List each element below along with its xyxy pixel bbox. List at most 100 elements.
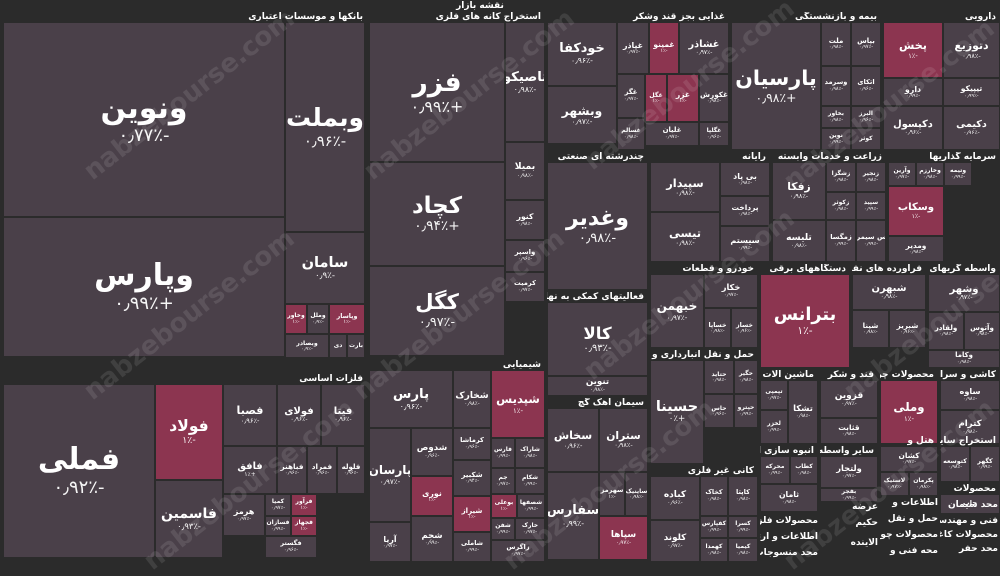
treemap-cell[interactable]: وبملت -۰٫۹۶٪ (285, 22, 365, 232)
treemap-cell[interactable]: جم -۰٫۹۷٪ (491, 468, 515, 494)
treemap-cell[interactable]: اتکای -۰٫۹۶٪ (851, 66, 881, 106)
treemap-cell[interactable]: فگستر -۰٫۹۶٪ (265, 536, 317, 558)
treemap-cell[interactable]: ملت -۰٫۹۸٪ (821, 22, 851, 66)
treemap-cell[interactable]: حگیر -۰٫۹۸٪ (734, 360, 758, 394)
treemap-cell[interactable]: وآتوس -۰٫۹۸٪ (964, 312, 1000, 350)
treemap-cell[interactable]: کخاک -۰٫۹۸٪ (700, 476, 728, 516)
treemap-cell[interactable]: وبشهر -۰٫۹۷٪ (547, 86, 617, 144)
treemap-cell[interactable]: وسرمد -۰٫۹۸٪ (821, 66, 851, 106)
treemap-cell[interactable]: ومدیر -۰٫۹۸٪ (888, 236, 944, 262)
treemap-cell[interactable]: پارسیان +۰٫۹۸٪ (731, 22, 821, 150)
treemap-cell[interactable]: تیپیکو -۰٫۹۹٪ (943, 78, 1000, 106)
treemap-cell[interactable]: کیمیا -۰٫۹۸٪ (728, 538, 758, 562)
treemap-cell[interactable]: غزر -۱٪ (667, 74, 699, 122)
treemap-cell[interactable]: شخارک -۰٫۹۸٪ (453, 370, 491, 428)
treemap-cell[interactable]: شدوص -۰٫۹۶٪ (411, 428, 453, 476)
treemap-cell[interactable]: دتوزیع -۰٫۹۸٪ (943, 22, 1000, 78)
treemap-cell[interactable]: زکوثر -۰٫۹۸٪ (826, 192, 856, 220)
treemap-cell[interactable]: وبصادر -۰٫۹٪ (285, 334, 329, 358)
treemap-cell[interactable]: فرآور -۱٪ (291, 494, 317, 516)
treemap-cell[interactable]: کرماشا -۰٫۹۶٪ (453, 428, 491, 460)
treemap-cell[interactable]: البرز -۰٫۹۶٪ (851, 106, 881, 128)
treemap-cell[interactable]: سهرمز -۱٪ (599, 472, 625, 516)
treemap-cell[interactable]: ساینیک -۰٫۹۸٪ (625, 472, 648, 516)
treemap-cell[interactable]: تنوین -۰٫۹۸٪ (547, 376, 648, 396)
treemap-cell[interactable]: حسینا +۰٪ (650, 360, 704, 464)
treemap-cell[interactable]: دکیمی -۰٫۹۶٪ (943, 106, 1000, 150)
treemap-cell[interactable]: ولتجار -۰٫۹۷٪ (820, 456, 878, 488)
treemap-cell[interactable]: کشان -۰٫۹۷٪ (880, 446, 938, 472)
treemap-cell[interactable]: شکام -۰٫۹۹٪ (515, 468, 545, 494)
treemap-cell[interactable]: پارسان -۰٫۹۷٪ (369, 428, 411, 522)
treemap-cell[interactable]: دکپسول -۰٫۹۶٪ (883, 106, 943, 150)
treemap-cell[interactable]: سخاش -۰٫۹۶٪ (547, 408, 599, 472)
treemap-cell[interactable]: خساپا -۰٫۹۸٪ (704, 308, 731, 348)
treemap-cell[interactable]: سپاها -۰٫۹۷٪ (599, 516, 648, 560)
treemap-cell[interactable]: ونوین -۰٫۷۷٪ (3, 22, 285, 217)
treemap-cell[interactable]: خبهمن -۰٫۹۷٪ (650, 274, 704, 348)
treemap-cell[interactable]: کالا -۰٫۹۳٪ (547, 302, 648, 376)
treemap-cell[interactable]: فسازان -۰٫۹۹٪ (265, 516, 291, 536)
treemap-cell[interactable]: فولاد -۱٪ (155, 384, 223, 480)
treemap-cell[interactable]: فجهاز -۱٪ (291, 516, 317, 536)
treemap-cell[interactable]: حتاید -۰٫۹۸٪ (704, 360, 734, 394)
treemap-cell[interactable]: غگل -۱٪ (645, 74, 667, 122)
treemap-cell[interactable]: پکرمان -۰٫۹۸٪ (909, 472, 938, 496)
treemap-cell[interactable]: کچاد +۰٫۹۴٪ (369, 162, 505, 266)
treemap-cell[interactable]: وخاور -۱٪ (285, 304, 307, 334)
treemap-cell[interactable]: فارس -۰٫۹۹٪ (491, 438, 515, 468)
treemap-cell[interactable]: تشکا -۰٫۹۸٪ (788, 380, 818, 444)
treemap-cell[interactable]: بفجر -۰٫۹۹٪ (820, 488, 878, 502)
treemap-cell[interactable]: وملی -۱٪ (880, 380, 938, 444)
treemap-cell[interactable]: کگهر -۰٫۹۹٪ (970, 446, 1000, 482)
treemap-cell[interactable]: پارس -۰٫۹۶٪ (369, 370, 453, 428)
treemap-cell[interactable]: وپارس +۰٫۹۹٪ (3, 217, 285, 357)
treemap-cell[interactable]: کلوند -۰٫۹۷٪ (650, 520, 700, 562)
treemap-cell[interactable]: زمگسا -۰٫۹۹٪ (826, 220, 856, 262)
treemap-cell[interactable]: سفارس -۰٫۹۹٪ (547, 472, 599, 560)
treemap-cell[interactable]: سپید -۰٫۹۹٪ (856, 192, 886, 220)
treemap-cell[interactable]: غپاذر -۰٫۹۷٪ (617, 22, 649, 74)
treemap-cell[interactable]: زس سیمرغ-۰٫۹۹٪ (856, 220, 886, 262)
treemap-cell[interactable]: شپدیس -۱٪ (491, 370, 545, 438)
treemap-cell[interactable]: قزوین -۰٫۹۷٪ (820, 380, 878, 418)
treemap-cell[interactable]: فزر +۰٫۹۹٪ (369, 22, 505, 162)
treemap-cell[interactable]: حپترو -۰٫۹۹٪ (734, 394, 758, 428)
treemap-cell[interactable]: واسپر -۰٫۹۶٪ (505, 240, 545, 272)
treemap-cell[interactable]: شفن -۰٫۹۹٪ (491, 518, 515, 540)
treemap-cell[interactable]: محرکه -۰٫۹۹٪ (760, 456, 790, 484)
treemap-cell[interactable]: کنور -۰٫۹۸٪ (505, 200, 545, 240)
treemap-cell[interactable]: ولقادر -۰٫۹۸٪ (928, 312, 964, 350)
treemap-cell[interactable]: غگلپا -۰٫۹۶٪ (699, 122, 729, 146)
treemap-cell[interactable]: پخش -۱٪ (883, 22, 943, 78)
treemap-cell[interactable]: شبریز -۰٫۹۶٪ (889, 310, 926, 348)
treemap-cell[interactable]: شبهرن -۰٫۹۸٪ (852, 274, 926, 310)
treemap-cell[interactable]: کسرا -۰٫۹۹٪ (728, 516, 758, 538)
treemap-cell[interactable]: فمراد -۰٫۹۶٪ (307, 446, 337, 494)
treemap-cell[interactable]: فباهنر -۰٫۹۶٪ (277, 446, 307, 494)
treemap-cell[interactable]: وتیمه -۰٫۹۹٪ (944, 162, 972, 186)
treemap-cell[interactable]: غشاذر -۰٫۹۷٪ (679, 22, 729, 74)
treemap-cell[interactable]: بخاور -۰٫۹۸٪ (821, 106, 851, 128)
treemap-cell[interactable]: خساز -۰٫۹۶٪ (731, 308, 758, 348)
treemap-cell[interactable]: کباده -۰٫۹۶٪ (650, 476, 700, 520)
treemap-cell[interactable]: کطاب -۰٫۹۸٪ (790, 456, 818, 484)
treemap-cell[interactable]: زشگزا -۰٫۹۸٪ (826, 162, 856, 192)
treemap-cell[interactable]: تاصیکو -۰٫۹۸٪ (505, 22, 545, 142)
treemap-cell[interactable]: تپمپی -۰٫۹۷٪ (760, 380, 788, 410)
treemap-cell[interactable]: خارک -۰٫۹۷٪ (515, 518, 545, 540)
treemap-cell[interactable]: فملی -۰٫۹۲٪ (3, 384, 155, 558)
treemap-cell[interactable]: تیسی -۰٫۹۸٪ (650, 212, 720, 262)
treemap-cell[interactable]: وغدیر -۰٫۹۸٪ (547, 162, 648, 290)
treemap-cell[interactable]: بمیلا -۰٫۹۸٪ (505, 142, 545, 200)
treemap-cell[interactable]: وکاما -۰٫۹۸٪ (928, 350, 1000, 368)
treemap-cell[interactable]: کرمیت -۰٫۹۷٪ (505, 272, 545, 302)
treemap-cell[interactable]: وآرین -۰٫۹۷٪ (888, 162, 916, 186)
treemap-cell[interactable]: لخزر -۰٫۹۹٪ (760, 410, 788, 444)
treemap-cell[interactable]: تلیسه -۰٫۹۸٪ (772, 220, 826, 262)
treemap-cell[interactable]: فافق +۱٪ (223, 446, 277, 494)
treemap-cell[interactable]: کفپارس -۰٫۹۹٪ (700, 516, 728, 538)
treemap-cell[interactable]: فیتا -۰٫۹۶٪ (321, 384, 365, 446)
treemap-cell[interactable]: بی پاد -۰٫۹۸٪ (720, 162, 770, 196)
treemap-cell[interactable]: فصبا -۰٫۹۶٪ (223, 384, 277, 446)
